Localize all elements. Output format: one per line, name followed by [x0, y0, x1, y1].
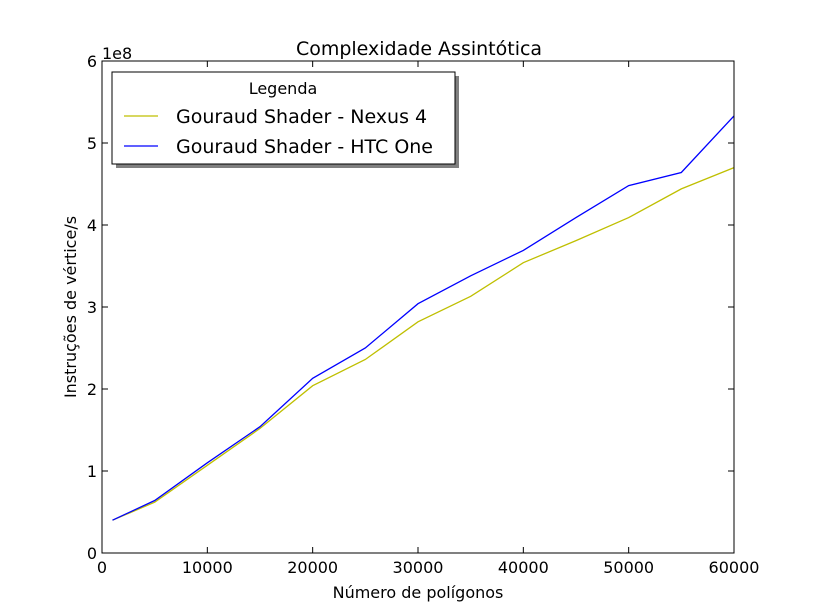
x-tick-label: 30000 [393, 558, 444, 577]
x-tick-label: 50000 [603, 558, 654, 577]
x-tick-label: 20000 [287, 558, 338, 577]
y-tick-label: 6 [87, 52, 97, 71]
y-tick-label: 0 [87, 544, 97, 563]
y-axis-label: Instruções de vértice/s [61, 216, 80, 398]
x-tick-label: 40000 [498, 558, 549, 577]
series-line-2 [112, 115, 735, 521]
y-axis-ticks: 0 1 2 3 4 5 6 [87, 52, 734, 563]
x-tick-label: 10000 [182, 558, 233, 577]
legend-entries: Gouraud Shader - Nexus 4 Gouraud Shader -… [124, 106, 433, 158]
y-tick-label: 5 [87, 134, 97, 153]
legend-title: Legenda [249, 79, 318, 98]
chart-title: Complexidade Assintótica [296, 38, 542, 60]
x-axis-label: Número de polígonos [333, 583, 504, 602]
legend: Legenda Gouraud Shader - Nexus 4Gouraud … [111, 71, 459, 168]
x-tick-label: 60000 [709, 558, 760, 577]
y-tick-label: 3 [87, 298, 97, 317]
legend-label-2: Gouraud Shader - HTC One [176, 136, 433, 158]
x-axis-ticks: 0 10000 20000 30000 40000 50000 60000 [97, 61, 760, 577]
series-lines [112, 115, 735, 521]
y-tick-label: 1 [87, 462, 97, 481]
series-line-1 [112, 166, 735, 521]
y-tick-label: 4 [87, 216, 97, 235]
legend-box [111, 71, 456, 165]
legend-label-1: Gouraud Shader - Nexus 4 [176, 106, 427, 128]
y-offset-label: 1e8 [102, 44, 132, 63]
y-tick-label: 2 [87, 380, 97, 399]
x-tick-label: 0 [97, 558, 107, 577]
